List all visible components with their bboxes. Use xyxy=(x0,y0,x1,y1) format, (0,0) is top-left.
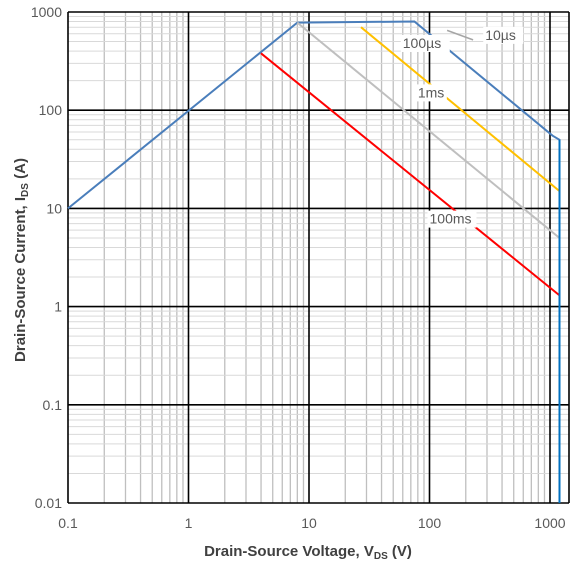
annotation-label: 10µs xyxy=(485,27,516,43)
x-tick-label: 1000 xyxy=(534,515,565,531)
y-axis-title-main: Drain-Source Current, I xyxy=(12,197,29,362)
y-axis-title-unit: (A) xyxy=(12,158,29,183)
annotation-bg xyxy=(427,210,477,228)
annotation-layer: 10µs 100µs 1ms 100ms xyxy=(400,26,524,228)
y-axis-title: Drain-Source Current, IDS (A) xyxy=(12,158,31,362)
y-tick-label: 1000 xyxy=(31,4,62,20)
annotation-label: 1ms xyxy=(418,84,444,100)
annotation-bg xyxy=(415,84,447,102)
y-tick-label: 100 xyxy=(39,102,63,118)
minor-gridlines xyxy=(68,12,569,503)
x-axis-title-unit: (V) xyxy=(388,543,412,560)
y-tick-label: 0.01 xyxy=(35,495,62,511)
y-tick-label: 0.1 xyxy=(43,397,63,413)
y-tick-label: 1 xyxy=(54,299,62,315)
annotation-label: 100ms xyxy=(430,211,472,227)
x-tick-label: 1 xyxy=(185,515,193,531)
tick-labels: 0.1 1 10 100 1000 0.01 0.1 1 10 100 1000 xyxy=(31,4,566,531)
x-tick-label: 10 xyxy=(301,515,317,531)
annotation-bg xyxy=(400,34,450,52)
y-axis-title-sub: DS xyxy=(20,183,31,197)
series-line-1ms xyxy=(296,21,561,239)
y-tick-label: 10 xyxy=(46,200,62,216)
annotation-leader-10us xyxy=(446,29,474,41)
series-line-100us xyxy=(360,26,561,192)
x-axis-title-sub: DS xyxy=(374,551,388,562)
series-line-10us xyxy=(67,20,561,503)
x-tick-label: 100 xyxy=(418,515,442,531)
series-layer xyxy=(67,20,561,503)
x-axis-title: Drain-Source Voltage, VDS (V) xyxy=(204,543,412,562)
annotation-bg xyxy=(483,26,524,44)
major-gridlines xyxy=(67,11,570,504)
annotation-label: 100µs xyxy=(403,35,441,51)
x-axis-title-main: Drain-Source Voltage, V xyxy=(204,543,374,560)
x-tick-label: 0.1 xyxy=(58,515,78,531)
series-line-100ms xyxy=(260,52,561,297)
